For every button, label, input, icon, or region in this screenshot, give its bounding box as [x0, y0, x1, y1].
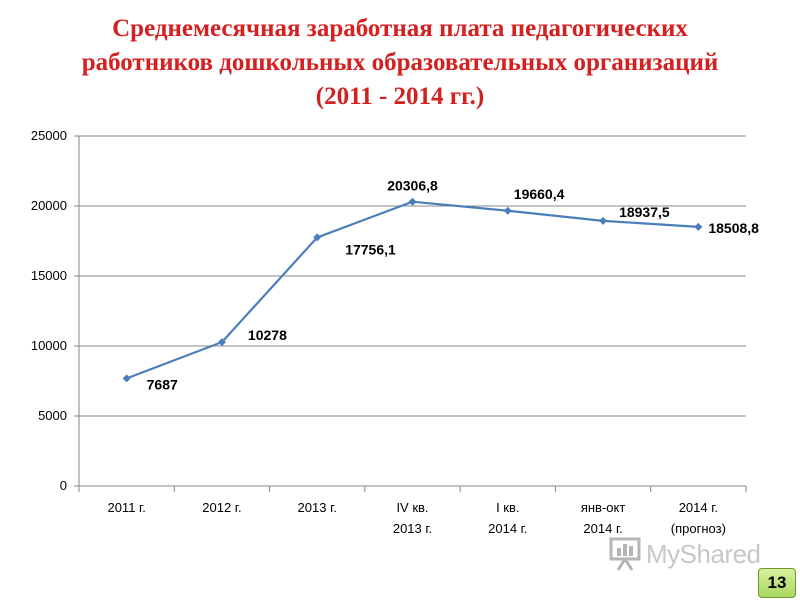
- data-point: [313, 233, 322, 242]
- series-line: [126, 200, 699, 380]
- y-tick-label: 15000: [31, 268, 67, 283]
- data-point: [408, 197, 417, 206]
- data-label: 17756,1: [345, 241, 396, 257]
- y-tick-label: 0: [60, 478, 67, 493]
- data-label: 18508,8: [708, 220, 759, 236]
- title-line-1: Среднемесячная заработная плата педагоги…: [112, 15, 688, 42]
- watermark-text: MyShared: [646, 538, 761, 569]
- data-label: 20306,8: [387, 178, 438, 194]
- title-line-3: (2011 - 2014 гг.): [315, 83, 485, 110]
- data-label: 7687: [147, 376, 178, 392]
- data-label: 19660,4: [514, 186, 565, 202]
- title-line-2: работников дошкольных образовательных ор…: [81, 49, 719, 76]
- x-tick-label: 2013 г.: [298, 500, 337, 515]
- presentation-board-icon: [609, 537, 641, 571]
- chart-title: Среднемесячная заработная плата педагоги…: [0, 12, 800, 114]
- x-tick-label: I кв. 2014 г.: [488, 500, 527, 536]
- data-label: 18937,5: [619, 204, 670, 220]
- x-tick-label: 2012 г.: [202, 500, 241, 515]
- y-tick-label: 20000: [31, 198, 67, 213]
- data-label: 10278: [248, 327, 287, 343]
- x-tick-label: янв-окт 2014 г.: [581, 500, 626, 536]
- y-tick-label: 25000: [31, 128, 67, 143]
- data-point: [217, 338, 226, 347]
- data-point: [503, 206, 512, 215]
- data-point: [122, 374, 131, 383]
- y-tick-label: 10000: [31, 338, 67, 353]
- x-tick-label: IV кв. 2013 г.: [393, 500, 432, 536]
- data-point: [599, 216, 608, 225]
- y-tick-label: 5000: [38, 408, 67, 423]
- page-number: 13: [758, 568, 796, 598]
- watermark: MyShared: [608, 536, 761, 572]
- x-tick-label: 2011 г.: [107, 500, 145, 515]
- x-tick-label: 2014 г. (прогноз): [671, 500, 726, 536]
- data-point: [694, 222, 703, 231]
